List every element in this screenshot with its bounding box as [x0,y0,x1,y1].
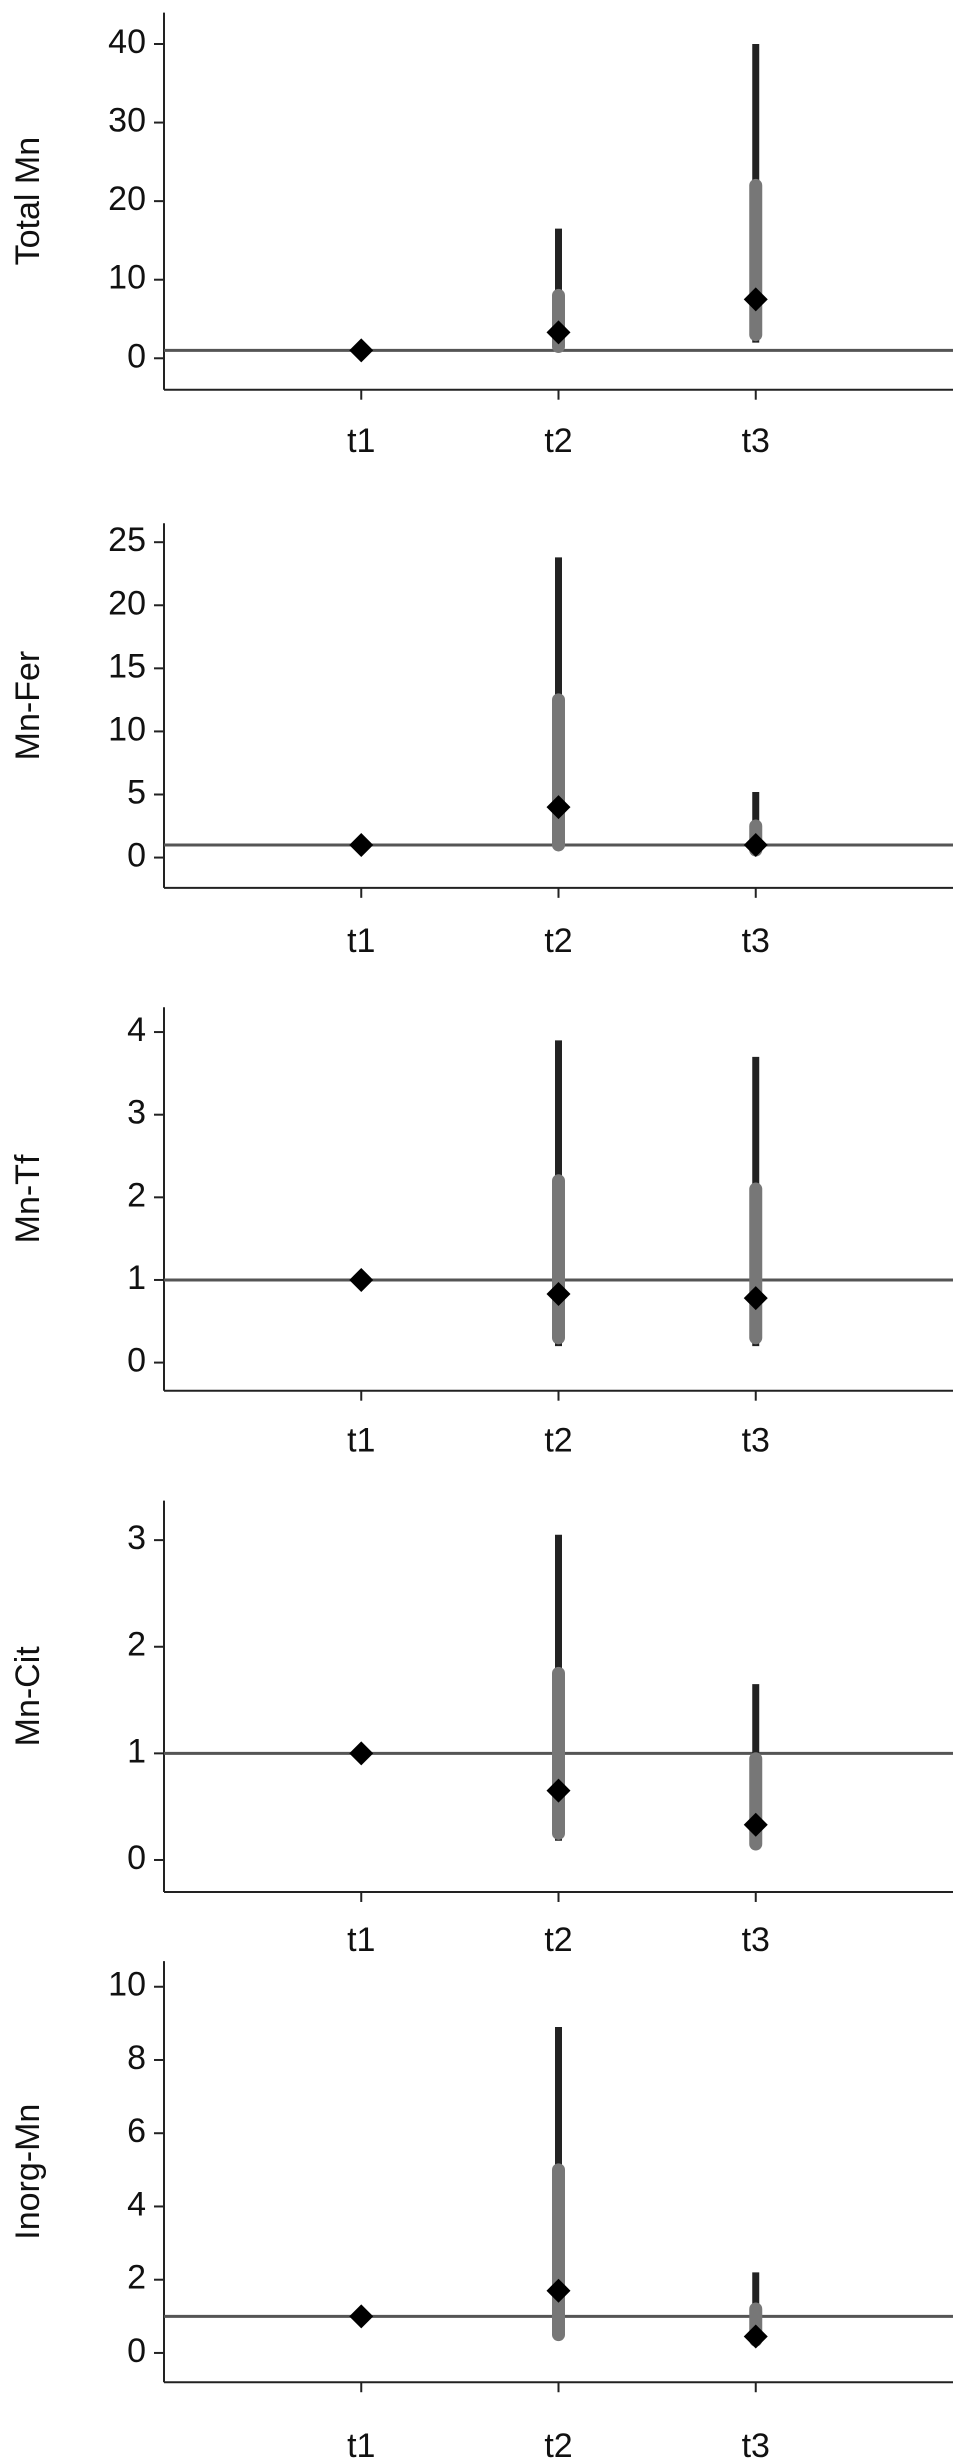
y-tick-label: 30 [108,102,146,140]
y-tick-label: 40 [108,23,146,61]
y-tick-label: 3 [127,1519,146,1557]
estimate-marker [349,832,374,857]
y-tick-label: 0 [127,1839,146,1877]
y-tick-label: 25 [108,521,146,559]
y-tick-label: 5 [127,773,146,811]
x-tick-label: t3 [742,1921,770,1959]
estimate-marker [349,2304,374,2329]
x-tick-label: t1 [347,2427,375,2464]
y-tick-label: 8 [127,2039,146,2077]
y-axis-label: Mn-Cit [9,1646,47,1747]
y-tick-label: 3 [127,1094,146,1132]
x-tick-label: t2 [544,1921,572,1959]
x-tick-label: t3 [742,1422,770,1460]
x-tick-label: t1 [347,922,375,960]
x-tick-label: t3 [742,2427,770,2464]
estimate-marker [743,832,768,857]
y-tick-label: 10 [108,710,146,748]
y-tick-label: 20 [108,584,146,622]
estimate-marker [743,287,768,312]
estimate-marker [546,1282,571,1307]
estimate-marker [546,2278,571,2303]
x-tick-label: t2 [544,2427,572,2464]
x-tick-label: t3 [742,922,770,960]
x-tick-label: t1 [347,1422,375,1460]
estimate-marker [349,1741,374,1766]
y-tick-label: 4 [127,2185,146,2223]
x-tick-label: t2 [544,1422,572,1460]
y-tick-label: 0 [127,337,146,375]
y-tick-label: 15 [108,647,146,685]
y-tick-label: 0 [127,837,146,875]
y-tick-label: 1 [127,1732,146,1770]
x-tick-label: t1 [347,1921,375,1959]
y-tick-label: 4 [127,1011,146,1049]
y-tick-label: 6 [127,2112,146,2150]
estimate-marker [546,1778,571,1803]
y-axis-label: Inorg-Mn [9,2104,47,2240]
estimate-marker [546,795,571,820]
estimate-marker [349,1267,374,1292]
y-tick-label: 0 [127,1342,146,1380]
y-tick-label: 20 [108,180,146,218]
x-tick-label: t3 [742,422,770,460]
estimate-marker [743,1286,768,1311]
y-axis-label: Mn-Fer [9,651,47,761]
y-tick-label: 10 [108,1966,146,2004]
x-tick-label: t2 [544,922,572,960]
y-tick-label: 0 [127,2332,146,2370]
y-tick-label: 2 [127,1626,146,1664]
y-tick-label: 2 [127,1176,146,1214]
estimate-marker [349,338,374,363]
y-tick-label: 1 [127,1259,146,1297]
estimate-marker [743,2324,768,2349]
x-tick-label: t1 [347,422,375,460]
y-tick-label: 2 [127,2259,146,2297]
y-axis-label: Mn-Tf [9,1154,47,1243]
estimate-marker [546,320,571,345]
x-tick-label: t2 [544,422,572,460]
y-axis-label: Total Mn [9,137,47,266]
y-tick-label: 10 [108,259,146,297]
estimate-marker [743,1812,768,1837]
